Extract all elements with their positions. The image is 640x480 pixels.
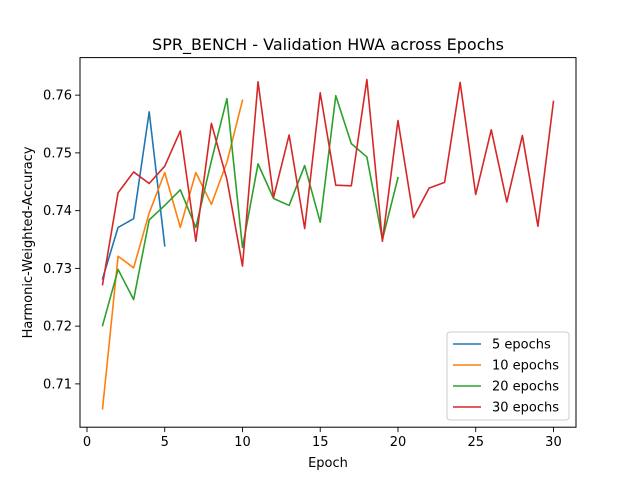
x-tick-label: 15 xyxy=(312,435,329,450)
legend-label-3: 20 epochs xyxy=(492,380,559,395)
x-tick-label: 5 xyxy=(161,435,169,450)
legend-label-2: 10 epochs xyxy=(492,359,559,374)
legend: 5 epochs 10 epochs 20 epochs 30 epochs xyxy=(446,331,570,421)
legend-label-4: 30 epochs xyxy=(492,401,559,416)
series-layer xyxy=(101,78,555,410)
x-tick-label: 0 xyxy=(83,435,91,450)
series-line-4 xyxy=(101,78,555,286)
x-tick-label: 20 xyxy=(390,435,407,450)
x-tick-label: 25 xyxy=(467,435,484,450)
x-tick-label: 30 xyxy=(545,435,562,450)
x-axis-label: Epoch xyxy=(308,456,348,471)
x-tick-label: 10 xyxy=(234,435,251,450)
series-line-1 xyxy=(101,111,166,280)
chart-title: SPR_BENCH - Validation HWA across Epochs xyxy=(152,35,504,55)
series-line-2 xyxy=(101,99,244,410)
y-axis: 0.71 0.72 0.73 0.74 0.75 0.76 xyxy=(43,89,80,392)
legend-label-1: 5 epochs xyxy=(492,338,551,353)
x-axis: 0 5 10 15 20 25 30 xyxy=(83,427,562,450)
plot-frame xyxy=(79,57,577,428)
y-tick-label: 0.71 xyxy=(43,377,72,392)
y-tick-label: 0.76 xyxy=(43,89,72,104)
y-tick-label: 0.74 xyxy=(43,204,72,219)
y-tick-label: 0.75 xyxy=(43,146,72,161)
y-axis-label: Harmonic-Weighted-Accuracy xyxy=(21,146,36,338)
series-line-3 xyxy=(101,94,399,327)
legend-box xyxy=(446,331,570,421)
y-tick-label: 0.73 xyxy=(43,262,72,277)
y-tick-label: 0.72 xyxy=(43,320,72,335)
